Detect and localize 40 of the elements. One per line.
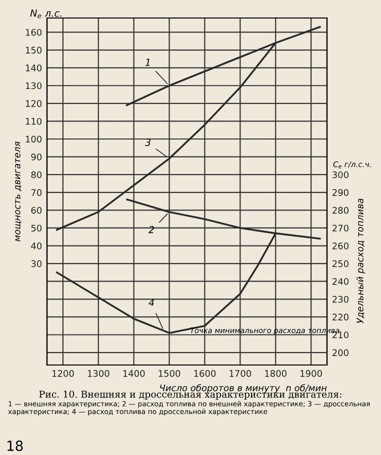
y-tick-label: 110 — [26, 118, 42, 125]
y-tick-label: 80 — [31, 171, 42, 178]
text: 3 — [144, 138, 150, 146]
y2-tick-label: 260 — [332, 242, 348, 250]
x-tick-label: 1600 — [194, 370, 216, 377]
x-tick-label: 1200 — [52, 370, 74, 377]
y2-tick-label: 230 — [332, 296, 348, 303]
y-tick-label: 150 — [26, 46, 42, 54]
y-tick-label: 160 — [26, 28, 42, 36]
y-tick-label: 70 — [31, 189, 42, 196]
y-tick-label: 100 — [26, 136, 42, 143]
x-tick-label: 1900 — [300, 370, 322, 377]
x-axis-title: Число оборотов в минуту n об/мин — [160, 384, 327, 394]
text: 18 — [8, 440, 23, 452]
x-tick-label: 1700 — [230, 370, 252, 377]
y-axis-title: мощность двигателя — [15, 142, 22, 242]
x-tick-label: 1800 — [265, 370, 286, 377]
x-tick-label: 1400 — [123, 370, 145, 377]
y2-axis-title: Удельный расход топлива — [356, 198, 366, 324]
y-tick-label: 140 — [26, 64, 42, 72]
y-tick-label: 50 — [31, 224, 42, 232]
y2-tick-label: 240 — [332, 278, 348, 285]
x-tick-label: 1500 — [158, 370, 180, 377]
y-tick-label: 60 — [31, 206, 42, 214]
y2-tick-label: 200 — [332, 349, 348, 356]
y2-tick-label: 290 — [332, 189, 348, 196]
y-tick-label: 30 — [31, 260, 42, 268]
y2-tick-label: 250 — [332, 260, 348, 268]
series-label: 4 — [148, 298, 154, 306]
y2-tick-label: 220 — [332, 314, 348, 321]
y2-tick-label: 300 — [332, 171, 348, 178]
text: 1 — [145, 58, 150, 66]
y2-tick-label: 280 — [332, 206, 348, 214]
y-tick-label: 40 — [31, 242, 42, 250]
y2-tick-label: 270 — [332, 224, 348, 232]
y-tick-label: 130 — [26, 82, 42, 90]
x-tick-label: 1300 — [88, 370, 110, 377]
annotation: N$_{e}$ л.с. — [30, 10, 62, 18]
y-tick-label: 120 — [26, 100, 42, 107]
y-tick-label: 90 — [31, 154, 42, 160]
